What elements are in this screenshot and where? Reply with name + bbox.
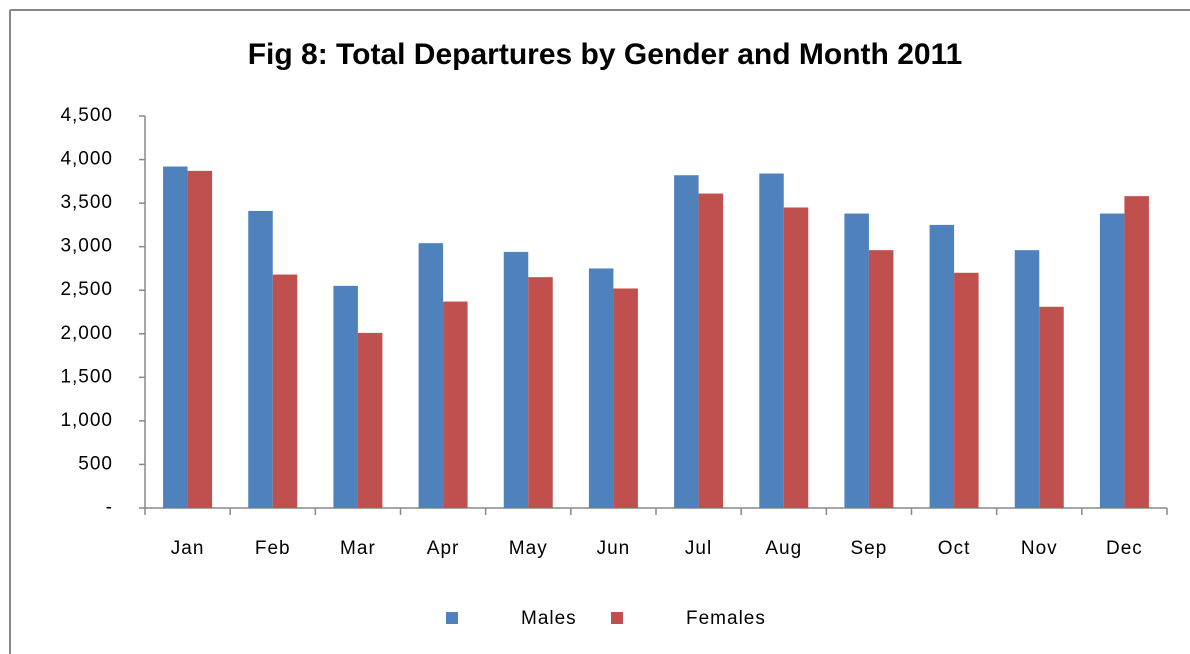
y-tick-label: 4,500 [60,105,113,126]
bar [844,213,869,508]
y-tick-label: 500 [78,453,113,474]
bar [613,288,638,508]
x-tick-label: Aug [765,538,802,559]
y-tick-label: 3,500 [60,192,113,213]
bar [783,207,809,508]
bar [418,243,444,508]
bar [248,210,273,508]
legend-label: Males [521,608,577,629]
bar [1039,306,1064,508]
y-tick-label: 2,000 [60,323,113,344]
bar [357,332,383,508]
y-tick-label: 2,500 [60,279,113,300]
y-tick-label: 1,500 [60,366,113,387]
y-tick-label: - [106,497,113,518]
legend-swatch [446,612,458,624]
bar [1124,196,1149,509]
bar [954,272,979,508]
bar [674,175,699,509]
bar [868,250,894,508]
x-tick-label: Dec [1106,538,1143,559]
bar [272,274,298,508]
x-tick-label: Sep [851,538,888,559]
x-tick-label: Nov [1021,538,1058,559]
bar [333,285,358,508]
x-tick-label: Oct [938,538,971,559]
y-tick-label: 4,000 [60,149,113,170]
chart-title: Fig 8: Total Departures by Gender and Mo… [248,38,963,71]
bar [929,224,955,508]
x-tick-label: Apr [427,538,460,559]
bar [187,170,213,508]
bar [163,166,188,508]
bar [1014,250,1040,508]
bar [503,251,529,509]
x-tick-label: Mar [340,538,376,559]
y-tick-label: 1,000 [60,410,113,431]
x-tick-label: May [509,538,548,559]
bar [443,301,468,508]
x-tick-label: Jun [597,538,631,559]
x-tick-label: Feb [255,538,291,559]
bar [528,277,553,508]
bar [588,268,614,508]
bar [698,193,724,509]
legend-swatch [611,612,623,624]
x-tick-label: Jan [171,538,205,559]
bar [759,173,784,508]
legend-label: Females [686,608,766,629]
bar [1099,213,1125,508]
x-tick-label: Jul [685,538,712,559]
y-tick-label: 3,000 [60,236,113,257]
